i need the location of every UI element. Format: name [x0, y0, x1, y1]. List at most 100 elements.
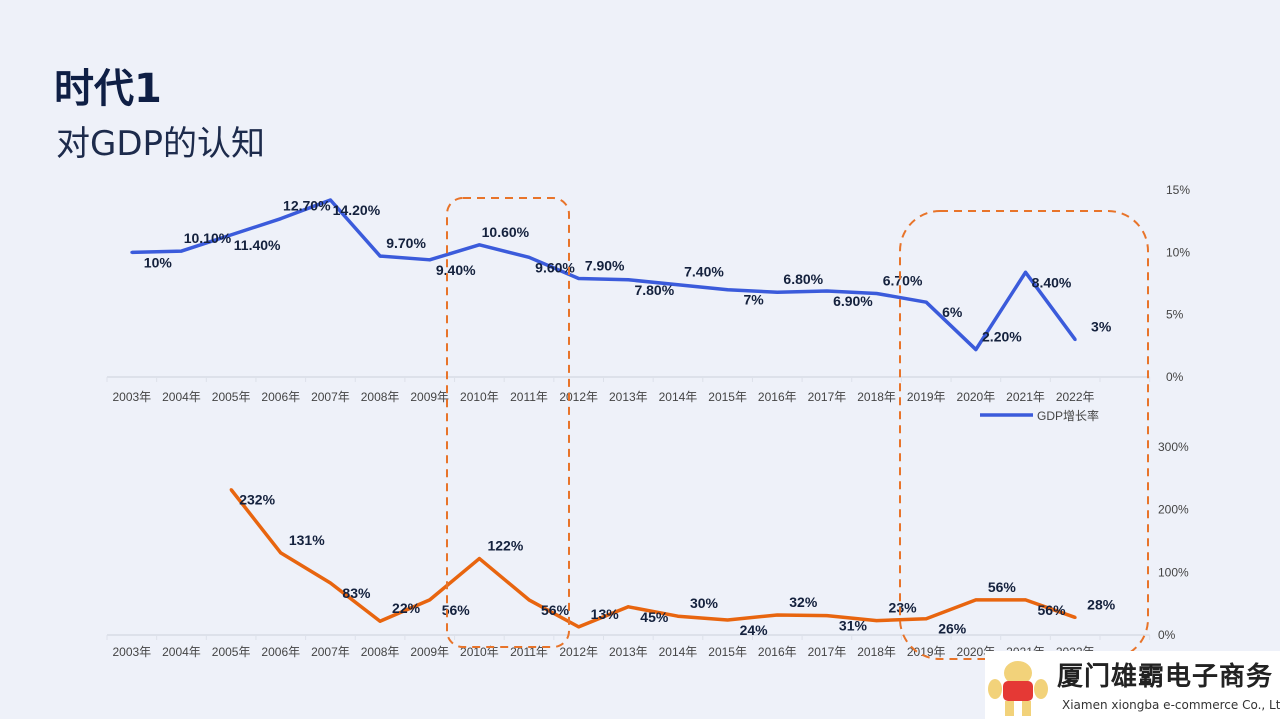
data-point [229, 488, 233, 492]
data-label: 83% [342, 585, 371, 601]
data-label: 6.90% [833, 293, 873, 309]
x-tick-label: 2008年 [361, 390, 400, 404]
data-label: 31% [839, 618, 868, 634]
highlight-box-2019-2022 [899, 210, 1149, 660]
page-subtitle: 对GDP的认知 [56, 124, 266, 164]
x-tick-label: 2017年 [808, 645, 847, 659]
data-point [527, 598, 531, 602]
data-label: 10% [144, 254, 173, 270]
x-tick-label: 2005年 [212, 390, 251, 404]
y-tick-label: 10% [1166, 245, 1190, 259]
data-point [328, 198, 332, 202]
bear-mascot-icon [988, 661, 1048, 716]
data-label: 24% [740, 622, 769, 638]
data-label: 22% [392, 600, 421, 616]
data-label: 56% [541, 602, 570, 618]
x-tick-label: 2010年 [460, 645, 499, 659]
data-label: 13% [591, 606, 620, 622]
x-tick-label: 2015年 [708, 645, 747, 659]
data-label: 56% [442, 602, 471, 618]
y-tick-label: 300% [1158, 440, 1189, 454]
x-tick-label: 2018年 [857, 645, 896, 659]
gdp-growth-line [131, 198, 1077, 352]
x-tick-label: 2020年 [957, 390, 996, 404]
data-point [924, 617, 928, 621]
data-label: 26% [938, 621, 967, 637]
data-point [477, 243, 481, 247]
x-tick-label: 2013年 [609, 390, 648, 404]
company-name-en: Xiamen xiongba e-commerce Co., Ltd [1062, 698, 1280, 712]
data-label: 7.80% [634, 282, 674, 298]
highlight-box-2010-2011 [446, 197, 570, 648]
y-tick-label: 200% [1158, 503, 1189, 517]
x-tick-label: 2006年 [261, 645, 300, 659]
data-point [428, 598, 432, 602]
data-label: 10.10% [184, 230, 232, 246]
data-label: 6.70% [883, 272, 923, 288]
x-tick-label: 2011年 [510, 645, 548, 659]
x-tick-label: 2005年 [212, 645, 251, 659]
x-tick-label: 2016年 [758, 390, 797, 404]
data-point [328, 581, 332, 585]
data-label: 9.60% [535, 259, 575, 275]
data-label: 2.20% [982, 329, 1022, 345]
page-title: 时代1 [54, 66, 162, 112]
data-point [378, 254, 382, 258]
data-point [974, 348, 978, 352]
data-label: 6% [942, 304, 963, 320]
data-point [775, 290, 779, 294]
company-name-cn: 厦门雄霸电子商务 [1057, 662, 1274, 692]
data-label: 6.80% [783, 271, 823, 287]
x-tick-label: 2014年 [659, 390, 698, 404]
second-series-line [229, 488, 1076, 629]
x-tick-label: 2009年 [410, 390, 449, 404]
data-point [527, 255, 531, 259]
data-label: 45% [640, 609, 669, 625]
x-tick-label: 2011年 [510, 390, 548, 404]
x-tick-label: 2008年 [361, 645, 400, 659]
data-point [875, 291, 879, 295]
data-label: 232% [239, 492, 275, 508]
x-tick-label: 2014年 [659, 645, 698, 659]
x-tick-label: 2012年 [559, 645, 598, 659]
data-label: 32% [789, 594, 818, 610]
data-point [676, 614, 680, 618]
data-label: 28% [1087, 596, 1116, 612]
data-point [229, 233, 233, 237]
y-tick-label: 0% [1158, 628, 1176, 642]
x-tick-label: 2010年 [460, 390, 499, 404]
x-tick-label: 2003年 [112, 645, 151, 659]
data-point [477, 557, 481, 561]
data-label: 30% [690, 595, 719, 611]
x-tick-label: 2017年 [808, 390, 847, 404]
data-label: 9.40% [436, 262, 476, 278]
data-point [1073, 615, 1077, 619]
x-tick-label: 2007年 [311, 390, 350, 404]
y-tick-label: 100% [1158, 565, 1189, 579]
data-label: 10.60% [482, 224, 530, 240]
data-label: 7% [744, 292, 765, 308]
data-label: 7.40% [684, 264, 724, 280]
x-tick-label: 2022年 [1056, 390, 1095, 404]
data-point [130, 250, 134, 254]
x-tick-label: 2019年 [907, 390, 946, 404]
data-point [775, 613, 779, 617]
data-point [577, 277, 581, 281]
x-tick-label: 2015年 [708, 390, 747, 404]
data-label: 23% [889, 600, 918, 616]
data-point [726, 618, 730, 622]
data-point [1073, 338, 1077, 342]
data-point [825, 289, 829, 293]
data-label: 8.40% [1032, 274, 1072, 290]
y-tick-label: 0% [1166, 370, 1184, 384]
x-tick-label: 2018年 [857, 390, 896, 404]
data-point [1024, 270, 1028, 274]
data-point [676, 283, 680, 287]
x-tick-label: 2016年 [758, 645, 797, 659]
data-point [428, 258, 432, 262]
data-point [626, 278, 630, 282]
data-label: 56% [1038, 602, 1067, 618]
data-point [626, 605, 630, 609]
x-tick-label: 2021年 [1006, 390, 1045, 404]
